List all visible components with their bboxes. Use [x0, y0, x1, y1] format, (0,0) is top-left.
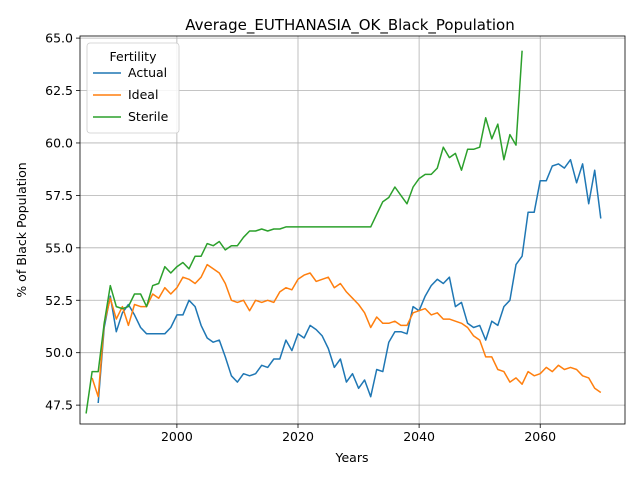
- y-tick-label: 60.0: [45, 135, 73, 150]
- y-tick-label: 55.0: [45, 240, 73, 255]
- y-tick-label: 62.5: [45, 83, 73, 98]
- y-axis-label: % of Black Population: [14, 162, 29, 297]
- series-line-ideal: [91, 263, 602, 398]
- y-tick-label: 47.5: [45, 398, 73, 413]
- series-layer: [85, 50, 602, 414]
- series-line-sterile: [85, 50, 523, 414]
- x-axis-ticks: 2000 2020 2040 2060: [161, 424, 556, 444]
- plot-frame: [79, 35, 626, 425]
- legend-box: [86, 42, 180, 134]
- y-tick-label: 57.5: [45, 188, 73, 203]
- x-axis-label: Years: [335, 450, 369, 465]
- legend-label-ideal: Ideal: [128, 87, 158, 102]
- x-tick-label: 2040: [403, 429, 435, 444]
- x-tick-label: 2000: [161, 429, 193, 444]
- y-tick-label: 52.5: [45, 293, 73, 308]
- y-axis-ticks: 47.5 50.0 52.5 55.0 57.5 60.0 62.5 65.0: [45, 31, 80, 413]
- x-tick-label: 2020: [282, 429, 314, 444]
- legend-label-sterile: Sterile: [128, 109, 169, 124]
- x-tick-label: 2060: [524, 429, 556, 444]
- legend-label-actual: Actual: [128, 65, 167, 80]
- series-line-actual: [97, 158, 602, 404]
- legend: Fertility Actual Ideal Sterile: [86, 42, 180, 134]
- y-tick-label: 65.0: [45, 31, 73, 46]
- y-tick-label: 50.0: [45, 345, 73, 360]
- chart-title: Average_EUTHANASIA_OK_Black_Population: [185, 16, 514, 35]
- legend-title: Fertility: [110, 49, 158, 64]
